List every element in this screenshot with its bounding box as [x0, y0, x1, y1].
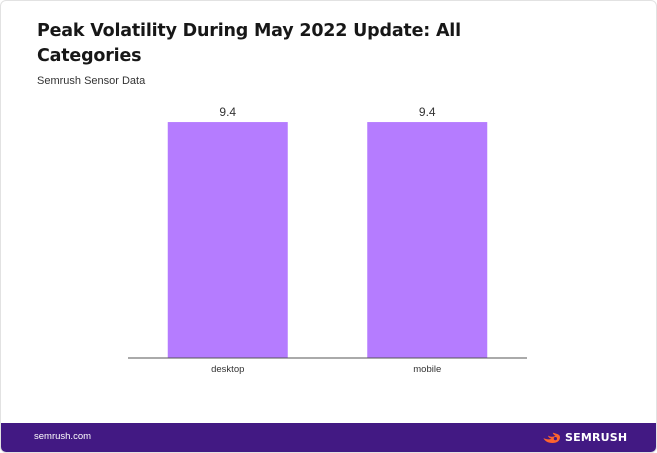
brand-logo: SEMRUSH: [542, 429, 627, 445]
bar-desktop: [167, 122, 288, 358]
footer-bar: semrush.com SEMRUSH: [1, 423, 656, 452]
value-label-mobile: 9.4: [419, 105, 436, 119]
brand-name: SEMRUSH: [565, 430, 628, 444]
category-label-mobile: mobile: [413, 364, 441, 375]
semrush-fire-logo-icon: [543, 432, 560, 443]
footer-url-link[interactable]: semrush.com: [34, 431, 92, 442]
bar-mobile: [367, 122, 488, 358]
chart-title: Peak Volatility During May 2022 Update: …: [37, 21, 461, 66]
chart-subtitle: Semrush Sensor Data: [37, 75, 146, 87]
value-label-desktop: 9.4: [219, 105, 236, 119]
bar-chart: 9.4 desktop 9.4 mobile: [128, 105, 527, 375]
category-label-desktop: desktop: [211, 364, 244, 375]
